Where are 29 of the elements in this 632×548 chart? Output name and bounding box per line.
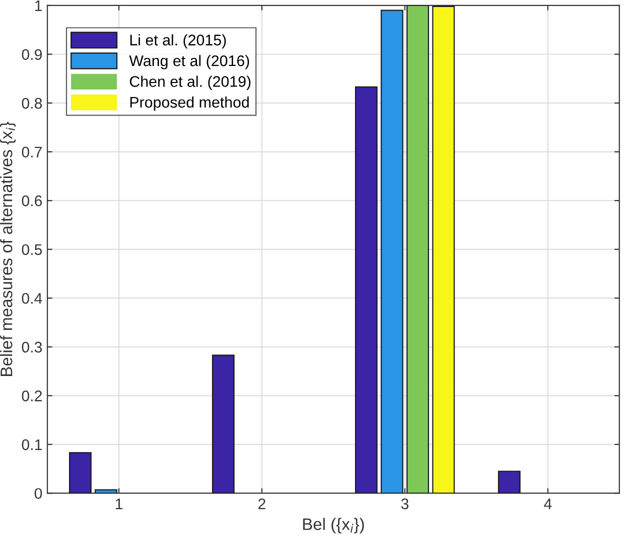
y-tick-label: 0.4: [22, 292, 42, 304]
y-tick-label: 1: [35, 0, 42, 12]
y-tick-label: 0.6: [22, 195, 42, 206]
bar: [94, 489, 118, 494]
y-tick-label: 0.7: [22, 146, 42, 158]
y-tick-label: 0.2: [22, 390, 42, 402]
bar: [69, 452, 92, 494]
y-tick-label: 0: [34, 488, 42, 499]
bar: [432, 6, 455, 494]
y-tick-label: 0.1: [22, 439, 42, 450]
bar: [212, 354, 235, 494]
legend-label: Li et al. (2015): [130, 34, 226, 48]
x-tick-label: 2: [258, 498, 266, 510]
legend-label: Wang et al (2016): [129, 54, 250, 70]
x-tick-label: 4: [544, 498, 552, 510]
y-axis-title: Belief measures of alternatives {x$_{i}$}: [0, 122, 16, 376]
bar: [498, 470, 521, 494]
x-tick-label: 3: [401, 498, 408, 510]
x-tick-label: 1: [116, 498, 122, 510]
y-tick-label: 0.9: [22, 49, 42, 60]
legend-label: Proposed method: [130, 96, 249, 111]
x-axis-title: Bel ({x$_{i}$}): [303, 518, 364, 534]
y-tick-label: 0.5: [22, 244, 42, 256]
y-tick-label: 0.3: [22, 342, 42, 353]
bar: [380, 10, 404, 494]
bar: [406, 5, 430, 494]
bar: [354, 86, 378, 494]
legend-label: Chen et al. (2019): [130, 76, 250, 90]
y-tick-label: 0.8: [22, 98, 42, 109]
